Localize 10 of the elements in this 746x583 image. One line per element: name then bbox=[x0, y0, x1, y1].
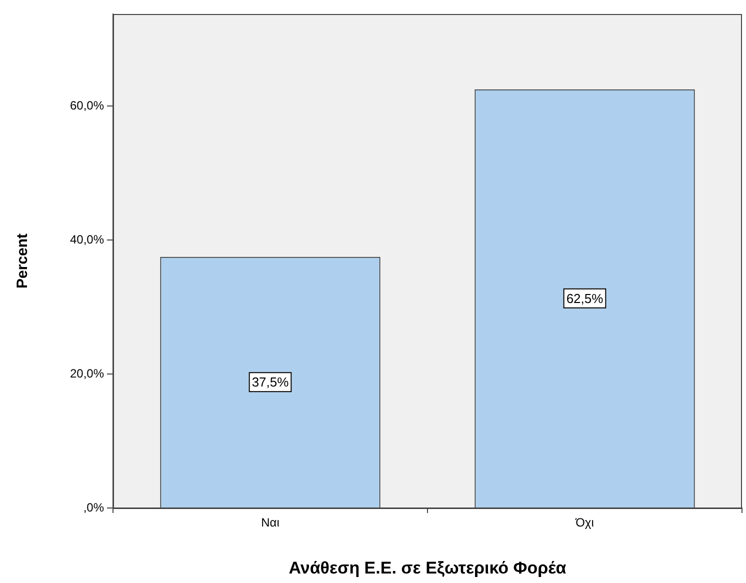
x-axis-title: Ανάθεση Ε.Ε. σε Εξωτερικό Φορέα bbox=[288, 558, 567, 578]
x-tick-label: Όχι bbox=[574, 516, 594, 530]
y-axis-title: Percent bbox=[14, 233, 32, 289]
y-tick-label: 40,0% bbox=[70, 232, 104, 246]
data-label: 62,5% bbox=[566, 291, 604, 306]
y-tick-label: ,0% bbox=[83, 500, 104, 514]
x-tick-label: Ναι bbox=[261, 516, 280, 530]
y-tick-label: 60,0% bbox=[70, 98, 104, 112]
y-tick-label: 20,0% bbox=[70, 366, 104, 380]
data-label: 37,5% bbox=[252, 374, 290, 390]
